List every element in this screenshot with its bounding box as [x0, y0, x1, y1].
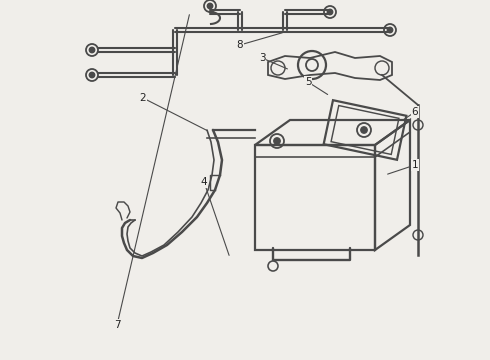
Circle shape: [274, 138, 280, 144]
Circle shape: [207, 4, 213, 9]
Text: 3: 3: [259, 53, 265, 63]
Text: 4: 4: [201, 177, 207, 187]
Text: 8: 8: [237, 40, 244, 50]
Circle shape: [361, 127, 367, 133]
Circle shape: [388, 27, 392, 32]
Text: 6: 6: [412, 107, 418, 117]
Text: 1: 1: [412, 160, 418, 170]
Circle shape: [327, 9, 333, 14]
Text: 7: 7: [114, 320, 121, 330]
Circle shape: [90, 48, 95, 53]
Circle shape: [90, 72, 95, 77]
Text: 5: 5: [305, 77, 311, 87]
Text: 2: 2: [140, 93, 147, 103]
